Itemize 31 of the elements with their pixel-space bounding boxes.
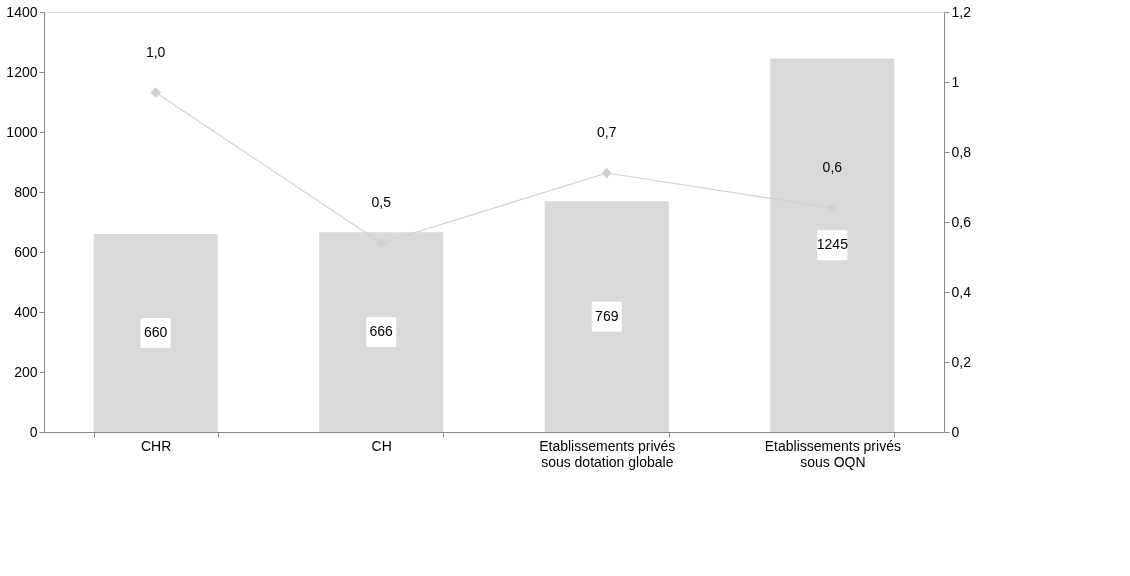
y2-tick-label: 0,2 <box>951 353 972 370</box>
y-tick-label: 1400 <box>6 3 38 20</box>
data-label: 666 <box>369 323 394 340</box>
x-tick-label: CH <box>371 437 392 454</box>
y-tick-label: 800 <box>14 183 38 200</box>
data-label: 660 <box>143 324 168 340</box>
y-tick-label: 1200 <box>6 63 38 80</box>
y2-tick-label: 0,4 <box>951 283 972 300</box>
data-label: 1245 <box>816 236 849 253</box>
bar <box>544 201 669 432</box>
bar <box>93 234 218 432</box>
point <box>601 167 613 179</box>
y-tick-label: 1000 <box>6 123 38 140</box>
point <box>150 87 161 98</box>
y2-tick-label: 0 <box>951 423 960 440</box>
data-label: 1,0 <box>145 43 166 60</box>
y-tick-label: 200 <box>14 363 38 380</box>
y2-tick-label: 1,2 <box>951 3 972 20</box>
data-label: 0,7 <box>597 124 617 140</box>
data-label: 0,6 <box>822 159 843 175</box>
y2-tick-label: 1 <box>951 73 960 90</box>
data-label: 769 <box>595 307 619 324</box>
y-tick-label: 600 <box>14 243 38 260</box>
y-tick-label: 0 <box>29 423 38 440</box>
y-tick-label: 400 <box>14 303 38 320</box>
y2-tick-label: 0,6 <box>951 213 972 230</box>
x-tick-label: Etablissements privés sous dotation globale <box>539 437 676 470</box>
data-label: 0,5 <box>371 194 392 210</box>
y2-tick-label: 0,8 <box>951 143 972 160</box>
x-tick-label: CHR <box>140 437 172 454</box>
x-tick-label: Etablissements privés sous OQN <box>764 437 901 470</box>
